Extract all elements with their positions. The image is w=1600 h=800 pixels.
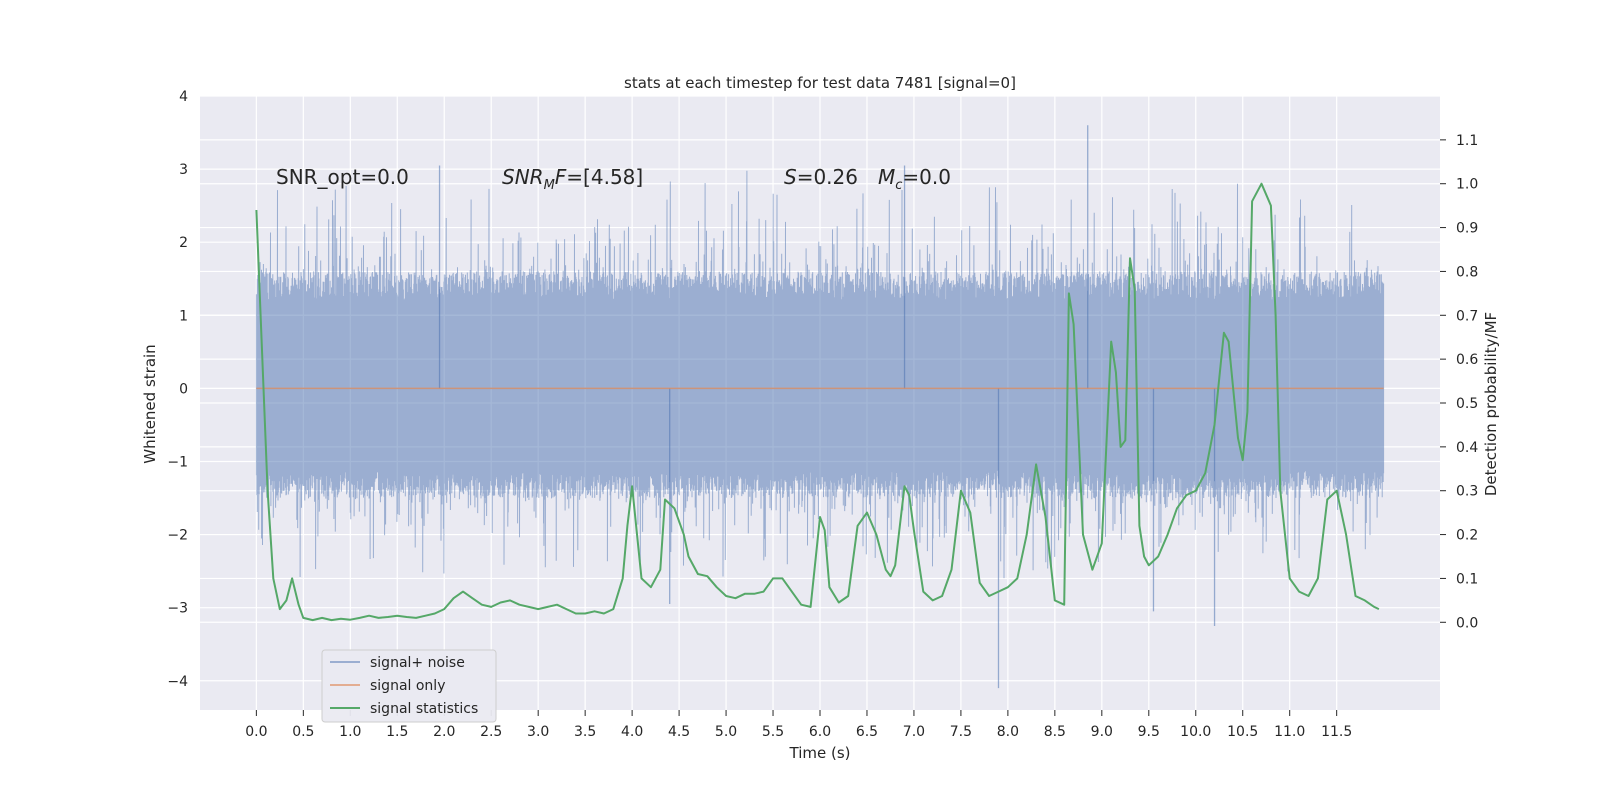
x-tick-label-19: 9.5 <box>1138 724 1160 740</box>
x-tick-label-18: 9.0 <box>1091 724 1113 740</box>
x-tick-label-7: 3.5 <box>574 724 596 740</box>
x-tick-label-6: 3.0 <box>527 724 549 740</box>
annotations: SNR_opt=0.0 SNRMF=[4.58] S=0.26 Mc=0.0 <box>276 165 951 193</box>
y-tick-label-3: 1 <box>179 308 188 324</box>
y2-tick-label-6: 0.5 <box>1456 396 1478 412</box>
y2-tick-label-11: 0.0 <box>1456 615 1478 631</box>
x-tick-label-17: 8.5 <box>1044 724 1066 740</box>
annotation-s-value: =0.26 <box>797 165 858 189</box>
annotation-s: S=0.26 <box>784 165 858 189</box>
tick-labels: 0.0 0.5 1.0 1.5 2.0 2.5 3.0 3.5 4.0 4.5 5.0 5.5 6.0 6… <box>167 89 1478 740</box>
x-tick-label-22: 11.0 <box>1274 724 1305 740</box>
y-tick-label-8: −4 <box>167 674 188 690</box>
x-tick-label-1: 0.5 <box>292 724 314 740</box>
x-tick-label-5: 2.5 <box>480 724 502 740</box>
y-tick-label-7: −3 <box>167 601 188 617</box>
y-tick-label-1: 3 <box>179 162 188 178</box>
x-tick-label-0: 0.0 <box>245 724 267 740</box>
y-tick-label-4: 0 <box>179 381 188 397</box>
y2-tick-label-10: 0.1 <box>1456 571 1478 587</box>
signal-statistics-line <box>255 182 1380 622</box>
x-tick-label-9: 4.5 <box>668 724 690 740</box>
annotation-mc-value: =0.0 <box>902 165 951 189</box>
x-axis-label: Time (s) <box>789 744 851 762</box>
annotation-mc: Mc=0.0 <box>878 165 951 193</box>
x-tick-label-13: 6.5 <box>856 724 878 740</box>
x-tick-label-2: 1.0 <box>339 724 361 740</box>
y-tick-label-6: −2 <box>167 528 188 544</box>
y2-tick-label-5: 0.6 <box>1456 352 1478 368</box>
annotation-snr-mf: SNRMF=[4.58] <box>502 165 643 193</box>
y2-tick-label-9: 0.2 <box>1456 528 1478 544</box>
y-tick-label-5: −1 <box>167 454 188 470</box>
legend-label-stats: signal statistics <box>370 701 478 717</box>
x-tick-label-11: 5.5 <box>762 724 784 740</box>
signal-noise-trace <box>255 125 1385 689</box>
x-tick-label-12: 6.0 <box>809 724 831 740</box>
y2-axis-label: Detection probability/MF <box>1482 312 1500 496</box>
signal-statistics-trace <box>255 182 1380 622</box>
legend: signal+ noise signal only signal statist… <box>321 649 497 723</box>
x-tick-label-16: 8.0 <box>997 724 1019 740</box>
x-tick-label-20: 10.0 <box>1180 724 1211 740</box>
legend-label-noise: signal+ noise <box>370 655 465 671</box>
annotation-snr-opt: SNR_opt=0.0 <box>276 165 409 189</box>
y2-tick-label-3: 0.8 <box>1456 264 1478 280</box>
x-tick-label-10: 5.0 <box>715 724 737 740</box>
chart-title: stats at each timestep for test data 748… <box>624 74 1016 92</box>
x-tick-label-3: 1.5 <box>386 724 408 740</box>
y-tick-label-0: 4 <box>179 89 188 105</box>
y2-tick-label-7: 0.4 <box>1456 440 1478 456</box>
y2-tick-label-1: 1.0 <box>1456 177 1478 193</box>
x-tick-label-14: 7.0 <box>903 724 925 740</box>
x-tick-label-21: 10.5 <box>1227 724 1258 740</box>
x-tick-label-15: 7.5 <box>950 724 972 740</box>
y2-tick-label-4: 0.7 <box>1456 308 1478 324</box>
y-tick-label-2: 2 <box>179 235 188 251</box>
x-tick-label-23: 11.5 <box>1321 724 1352 740</box>
y2-tick-label-2: 0.9 <box>1456 221 1478 237</box>
x-tick-label-8: 4.0 <box>621 724 643 740</box>
legend-label-signal: signal only <box>370 678 445 694</box>
y2-tick-label-8: 0.3 <box>1456 484 1478 500</box>
annotation-snr-mf-value: =[4.58] <box>566 165 643 189</box>
x-tick-label-4: 2.0 <box>433 724 455 740</box>
y-axis-label: Whitened strain <box>141 344 159 463</box>
y2-tick-label-0: 1.1 <box>1456 133 1478 149</box>
legend-box <box>321 649 497 723</box>
